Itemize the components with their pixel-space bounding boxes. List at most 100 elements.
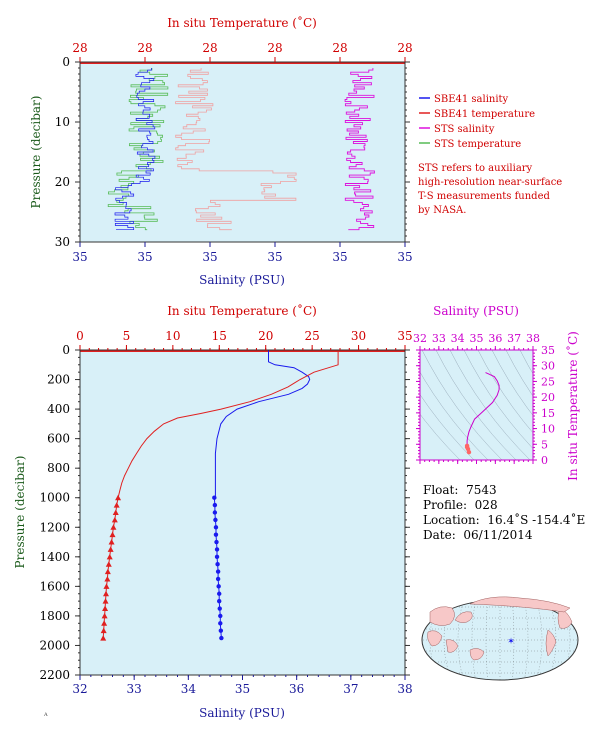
top-sal-tick-label: 35: [332, 250, 347, 264]
float-line: Float: 7543: [423, 483, 585, 498]
salinity-point: [218, 613, 223, 619]
top-temp-tick-label: 28: [332, 41, 347, 55]
main-temp-tick-label: 0: [76, 329, 84, 343]
ts-sal-tick-label: 33: [432, 332, 446, 345]
salinity-point: [213, 517, 218, 523]
ts-density-contours: [420, 350, 533, 460]
top-pressure-tick-label: 10: [55, 115, 70, 129]
main-plot-area: [80, 350, 405, 675]
ts-plot-area: [420, 350, 533, 460]
profile-label: Profile:: [423, 498, 468, 512]
map-meridian: [443, 600, 453, 680]
main-temp-tick-label: 25: [305, 329, 320, 343]
temperature-point: [102, 605, 109, 612]
salinity-point: [212, 510, 218, 515]
sbe41-salinity-trace: [114, 68, 156, 231]
top-temp-tick-label: 28: [267, 41, 282, 55]
ts-temp-tick-label: 35: [541, 344, 555, 357]
map-meridian: [535, 600, 543, 680]
main-pressure-tick-label: 1600: [39, 579, 70, 593]
salinity-point: [215, 576, 221, 582]
sts-note-line-3: T-S measurements funded: [418, 191, 550, 202]
float-location-marker: ✶: [507, 637, 515, 647]
top-sal-tick-label: 35: [202, 250, 217, 264]
temperature-point: [109, 531, 116, 538]
main-temp-tick-label: 10: [165, 329, 180, 343]
main-profile-chart: 32 33 34 35 36 37 38 0 5 10 15 20 25 30 35 0 200 400 600 80…: [13, 303, 413, 720]
temperature-point: [115, 494, 122, 501]
salinity-point: [213, 525, 219, 530]
salinity-point: [217, 606, 222, 611]
main-temp-tick-label: 30: [351, 329, 366, 343]
main-pressure-tick-label: 600: [47, 432, 70, 446]
top-pressure-axis-label: Pressure (decibar): [29, 96, 43, 209]
salinity-point: [212, 495, 217, 500]
salinity-point: [213, 532, 219, 537]
temperature-point: [107, 546, 114, 552]
temperature-point: [105, 561, 112, 567]
sts-salinity-trace: [344, 68, 375, 231]
salinity-point: [212, 502, 218, 508]
map-meridian: [547, 600, 557, 680]
top-ticks: 28 28 28 28 28 28 35 35 35 35 35 35 0 10 20 30: [55, 41, 413, 264]
temperature-point: [102, 598, 109, 604]
ts-sal-tick-label: 36: [488, 332, 502, 345]
ts-temp-tick-label: 0: [541, 454, 548, 467]
top-temp-axis-label: In situ Temperature (˚C): [167, 15, 317, 30]
top-profile-chart: 28 28 28 28 28 28 35 35 35 35 35 35 0 10 20 30 In situ …: [29, 15, 535, 287]
salinity-point: [216, 584, 221, 589]
main-temp-tick-label: 5: [123, 329, 131, 343]
temperature-point: [113, 502, 120, 508]
sbe41-temperature-trace: [175, 68, 297, 231]
map-meridian: [511, 600, 515, 680]
ts-temp-tick-label: 30: [541, 360, 555, 373]
map-meridian: [457, 600, 465, 680]
ts-temp-tick-label: 15: [541, 407, 555, 420]
float-value: 7543: [466, 483, 497, 497]
main-pressure-tick-label: 800: [47, 461, 70, 475]
main-pressure-tick-label: 1400: [39, 550, 70, 564]
top-legend: SBE41 salinity SBE41 temperature STS salin…: [419, 94, 535, 150]
temperature-point: [104, 575, 111, 582]
ts-contour: [421, 350, 503, 460]
legend-label: STS salinity: [434, 124, 495, 135]
ts-contour: [449, 350, 531, 460]
top-sal-tick-label: 35: [267, 250, 282, 264]
date-value: 06/11/2014: [463, 528, 533, 542]
ts-sal-tick-label: 38: [526, 332, 540, 345]
main-traces: [80, 350, 405, 641]
main-pressure-tick-label: 0: [62, 343, 70, 357]
ts-temp-tick-label: 10: [541, 423, 555, 436]
ts-contour: [491, 350, 533, 416]
main-sal-tick-label: 38: [397, 682, 412, 696]
sts-note: STS refers to auxiliary high-resolution …: [418, 162, 562, 218]
float-location-star: ✶: [507, 637, 515, 647]
date-line: Date: 06/11/2014: [423, 528, 585, 543]
location-line: Location: 16.4˚S -154.4˚E: [423, 513, 585, 528]
top-temp-tick-label: 28: [202, 41, 217, 55]
ts-contour: [435, 350, 517, 460]
date-label: Date:: [423, 528, 456, 542]
profile-value: 028: [474, 498, 498, 512]
legend-label: SBE41 temperature: [434, 109, 535, 120]
salinity-point: [217, 598, 222, 604]
ts-traces: [464, 372, 500, 455]
main-ticks: 32 33 34 35 36 37 38 0 5 10 15 20 25 30 35 0 200 400 600 80…: [39, 329, 412, 696]
temperature-point: [106, 553, 113, 560]
top-temp-tick-label: 28: [397, 41, 412, 55]
top-temp-tick-label: 28: [72, 41, 87, 55]
temperature-point: [101, 612, 108, 619]
main-pressure-tick-label: 2000: [39, 638, 70, 652]
location-label: Location:: [423, 513, 480, 527]
float-label: Float:: [423, 483, 459, 497]
top-sal-axis-label: Salinity (PSU): [199, 273, 285, 287]
main-sal-axis-label: Salinity (PSU): [199, 706, 285, 720]
map-meridian: [485, 600, 489, 680]
temperature-point: [112, 509, 119, 515]
main-temp-axis-label: In situ Temperature (˚C): [167, 303, 317, 318]
ts-temp-tick-label: 5: [541, 438, 548, 451]
ts-contour: [519, 350, 533, 375]
main-pressure-tick-label: 1200: [39, 520, 70, 534]
temperature-point: [103, 590, 109, 597]
sbe41-salinity-line: [214, 350, 311, 498]
